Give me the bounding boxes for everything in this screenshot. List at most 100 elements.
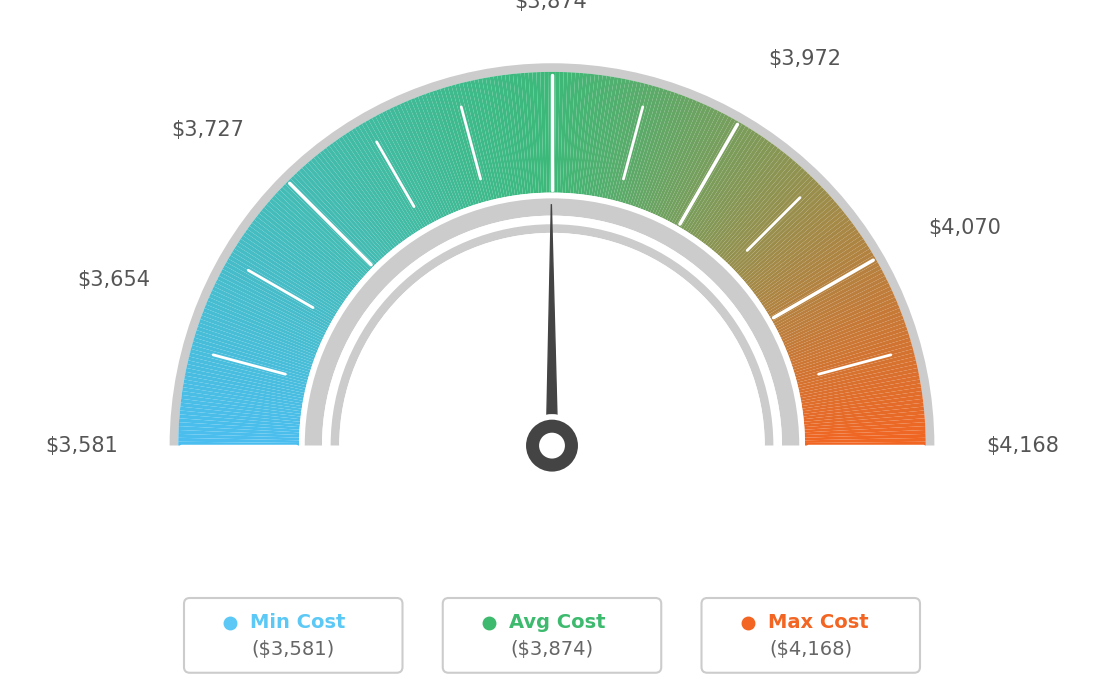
Wedge shape: [648, 99, 697, 213]
Wedge shape: [330, 224, 774, 446]
Wedge shape: [179, 422, 299, 433]
Wedge shape: [592, 77, 614, 196]
Wedge shape: [178, 437, 299, 443]
Wedge shape: [707, 150, 784, 247]
Wedge shape: [773, 262, 880, 324]
Wedge shape: [602, 79, 629, 198]
Wedge shape: [509, 74, 526, 195]
Wedge shape: [607, 81, 637, 199]
Wedge shape: [243, 233, 344, 304]
Wedge shape: [211, 290, 322, 343]
Wedge shape: [362, 122, 425, 228]
Wedge shape: [645, 98, 693, 211]
Wedge shape: [359, 124, 423, 229]
Wedge shape: [762, 235, 863, 306]
Wedge shape: [285, 181, 373, 268]
Wedge shape: [448, 86, 484, 203]
Wedge shape: [786, 304, 900, 353]
Wedge shape: [349, 130, 416, 233]
Wedge shape: [326, 146, 401, 244]
Wedge shape: [789, 315, 904, 360]
Wedge shape: [754, 219, 852, 295]
Wedge shape: [506, 75, 523, 195]
Wedge shape: [436, 89, 476, 205]
Wedge shape: [299, 193, 805, 446]
Wedge shape: [721, 168, 805, 259]
Wedge shape: [231, 252, 336, 317]
Wedge shape: [197, 326, 312, 368]
Wedge shape: [747, 208, 842, 286]
Wedge shape: [803, 399, 923, 417]
Text: Max Cost: Max Cost: [767, 613, 868, 632]
Wedge shape: [767, 248, 872, 315]
Wedge shape: [640, 95, 686, 210]
Wedge shape: [777, 276, 887, 333]
Wedge shape: [571, 73, 583, 193]
Wedge shape: [184, 375, 304, 401]
Wedge shape: [183, 384, 302, 406]
Wedge shape: [396, 104, 449, 215]
Wedge shape: [609, 81, 641, 200]
Wedge shape: [283, 184, 371, 270]
Wedge shape: [805, 437, 926, 443]
Wedge shape: [329, 144, 403, 242]
Wedge shape: [805, 430, 925, 437]
Wedge shape: [486, 77, 510, 197]
Wedge shape: [758, 229, 859, 302]
Wedge shape: [184, 372, 304, 398]
Wedge shape: [783, 294, 895, 345]
Wedge shape: [784, 297, 896, 348]
Wedge shape: [342, 135, 412, 237]
Wedge shape: [501, 75, 520, 195]
Wedge shape: [554, 72, 560, 193]
Wedge shape: [192, 342, 309, 377]
Wedge shape: [188, 360, 306, 391]
Wedge shape: [269, 199, 362, 280]
Wedge shape: [657, 106, 711, 217]
Wedge shape: [576, 74, 591, 194]
Wedge shape: [709, 152, 787, 249]
Wedge shape: [407, 99, 456, 213]
Wedge shape: [529, 72, 539, 193]
Wedge shape: [346, 132, 414, 235]
Wedge shape: [305, 199, 799, 446]
Wedge shape: [204, 304, 318, 353]
Wedge shape: [208, 297, 320, 348]
Wedge shape: [782, 290, 893, 343]
Text: ($3,874): ($3,874): [510, 640, 594, 659]
Wedge shape: [797, 353, 915, 385]
Wedge shape: [755, 223, 854, 297]
Wedge shape: [179, 430, 299, 437]
Text: ($3,581): ($3,581): [252, 640, 335, 659]
Wedge shape: [793, 330, 909, 370]
Wedge shape: [317, 152, 395, 249]
Wedge shape: [736, 190, 827, 275]
Wedge shape: [277, 190, 368, 275]
Wedge shape: [189, 353, 307, 385]
Wedge shape: [588, 76, 611, 196]
Wedge shape: [794, 337, 911, 375]
Circle shape: [539, 433, 565, 459]
Wedge shape: [764, 242, 868, 310]
Wedge shape: [573, 73, 587, 194]
Wedge shape: [414, 97, 461, 210]
Wedge shape: [215, 279, 326, 335]
Wedge shape: [339, 137, 410, 238]
Wedge shape: [400, 103, 452, 215]
Wedge shape: [703, 146, 778, 244]
Wedge shape: [274, 193, 365, 276]
Wedge shape: [673, 118, 735, 225]
Wedge shape: [796, 349, 914, 383]
Wedge shape: [638, 94, 682, 208]
Wedge shape: [182, 391, 301, 411]
Wedge shape: [475, 79, 502, 198]
Wedge shape: [290, 176, 376, 265]
Wedge shape: [697, 139, 768, 239]
Wedge shape: [686, 128, 752, 232]
Wedge shape: [369, 118, 431, 225]
Wedge shape: [455, 83, 489, 201]
Wedge shape: [339, 233, 765, 446]
Wedge shape: [794, 334, 910, 373]
Wedge shape: [599, 79, 626, 197]
FancyBboxPatch shape: [443, 598, 661, 673]
